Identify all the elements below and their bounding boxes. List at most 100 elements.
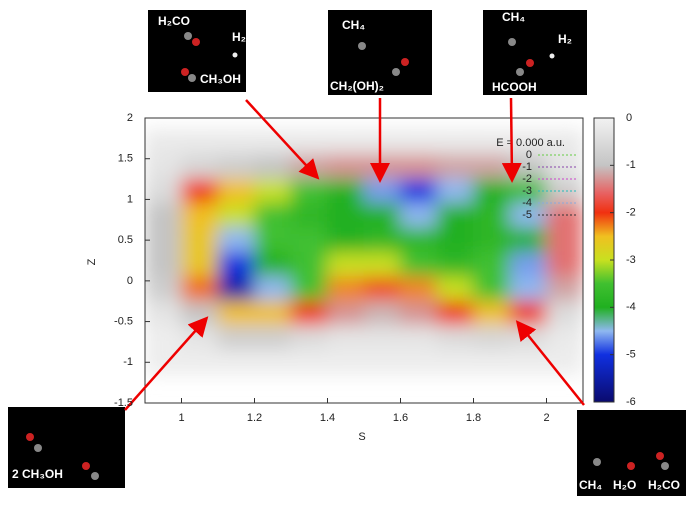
- y-tick-label: 1: [127, 193, 133, 205]
- heat-cell: [291, 350, 329, 375]
- heat-cell: [437, 130, 475, 155]
- heat-cell: [546, 276, 584, 301]
- heat-cell: [437, 350, 475, 375]
- figure: S Z E = 0.000 a.u. H₂CO H₂ CH₃OH CH₄ CH₂…: [0, 0, 686, 516]
- heat-cell: [327, 130, 365, 155]
- x-tick-label: 1: [178, 412, 184, 424]
- heat-cell: [364, 350, 402, 375]
- colorbar-tick-label: -3: [626, 254, 636, 266]
- heatmap: [145, 130, 584, 375]
- heat-cell: [181, 301, 219, 326]
- x-tick-label: 1.4: [320, 412, 335, 424]
- y-tick-label: -1: [123, 356, 133, 368]
- y-tick-label: 2: [127, 112, 133, 124]
- inset: 2 CH₃OH: [8, 407, 125, 488]
- heat-cell: [546, 203, 584, 228]
- heat-cell: [400, 350, 438, 375]
- heat-cell: [145, 179, 183, 204]
- heat-cell: [291, 325, 329, 350]
- heat-cell: [254, 301, 292, 326]
- heat-cell: [254, 227, 292, 252]
- heat-cell: [218, 276, 256, 301]
- heat-cell: [145, 276, 183, 301]
- inset-label: H₂O: [613, 478, 636, 492]
- heat-cell: [181, 350, 219, 375]
- heat-cell: [546, 350, 584, 375]
- legend-label: -5: [522, 209, 532, 221]
- heat-cell: [473, 350, 511, 375]
- legend-label: 0: [526, 149, 532, 161]
- heat-cell: [437, 154, 475, 179]
- heat-cell: [437, 301, 475, 326]
- inset: CH₄ H₂ HCOOH: [483, 10, 587, 95]
- heat-cell: [218, 203, 256, 228]
- heat-cell: [327, 350, 365, 375]
- legend-label: -1: [522, 161, 532, 173]
- heat-cell: [400, 325, 438, 350]
- heat-cell: [291, 301, 329, 326]
- y-tick-label: 0: [127, 275, 133, 287]
- legend-label: -3: [522, 185, 532, 197]
- heat-cell: [364, 154, 402, 179]
- inset: H₂CO H₂ CH₃OH: [148, 10, 246, 92]
- colorbar-tick-label: 0: [626, 112, 632, 124]
- heat-cell: [546, 301, 584, 326]
- heat-cell: [218, 154, 256, 179]
- legend-label: -4: [522, 197, 532, 209]
- inset-label: H₂: [558, 32, 572, 46]
- y-tick-label: -0.5: [114, 315, 133, 327]
- heat-cell: [254, 179, 292, 204]
- heat-cell: [473, 301, 511, 326]
- heat-cell: [218, 325, 256, 350]
- heat-cell: [437, 227, 475, 252]
- x-tick-label: 2: [543, 412, 549, 424]
- heat-cell: [145, 301, 183, 326]
- inset-label: CH₄: [579, 478, 602, 492]
- heat-cell: [473, 252, 511, 277]
- heat-cell: [181, 276, 219, 301]
- inset-label: CH₃OH: [200, 72, 241, 86]
- x-tick-label: 1.8: [466, 412, 481, 424]
- heat-cell: [510, 227, 548, 252]
- heat-cell: [145, 130, 183, 155]
- energy-annotation: E = 0.000 a.u.: [496, 137, 565, 149]
- heat-cell: [400, 179, 438, 204]
- heat-cell: [145, 154, 183, 179]
- heat-cell: [546, 325, 584, 350]
- heat-cell: [546, 252, 584, 277]
- heat-cell: [364, 276, 402, 301]
- heat-cell: [291, 179, 329, 204]
- heat-cell: [400, 130, 438, 155]
- inset-label: HCOOH: [492, 80, 537, 94]
- heat-cell: [327, 325, 365, 350]
- inset-label: CH₄: [342, 18, 365, 32]
- colorbar-tick-label: -4: [626, 301, 636, 313]
- heat-cell: [291, 227, 329, 252]
- heat-cell: [181, 203, 219, 228]
- heat-cell: [145, 325, 183, 350]
- y-tick-label: 1.5: [118, 153, 133, 165]
- heat-cell: [400, 154, 438, 179]
- heat-cell: [181, 325, 219, 350]
- heat-cell: [510, 252, 548, 277]
- x-tick-label: 1.2: [247, 412, 262, 424]
- y-tick-label: 0.5: [118, 234, 133, 246]
- heat-cell: [473, 276, 511, 301]
- heat-cell: [510, 276, 548, 301]
- heat-cell: [218, 350, 256, 375]
- inset-label: H₂CO: [648, 478, 680, 492]
- heat-cell: [400, 203, 438, 228]
- heat-cell: [400, 227, 438, 252]
- heat-cell: [546, 227, 584, 252]
- heat-cell: [254, 154, 292, 179]
- y-tick-label: -1.5: [114, 397, 133, 409]
- heat-cell: [364, 252, 402, 277]
- colorbar-tick-label: -1: [626, 159, 636, 171]
- heat-cell: [145, 252, 183, 277]
- heat-cell: [181, 154, 219, 179]
- heat-cell: [437, 276, 475, 301]
- heat-cell: [400, 252, 438, 277]
- heat-cell: [327, 227, 365, 252]
- colorbar-tick-label: -2: [626, 207, 636, 219]
- heat-cell: [364, 227, 402, 252]
